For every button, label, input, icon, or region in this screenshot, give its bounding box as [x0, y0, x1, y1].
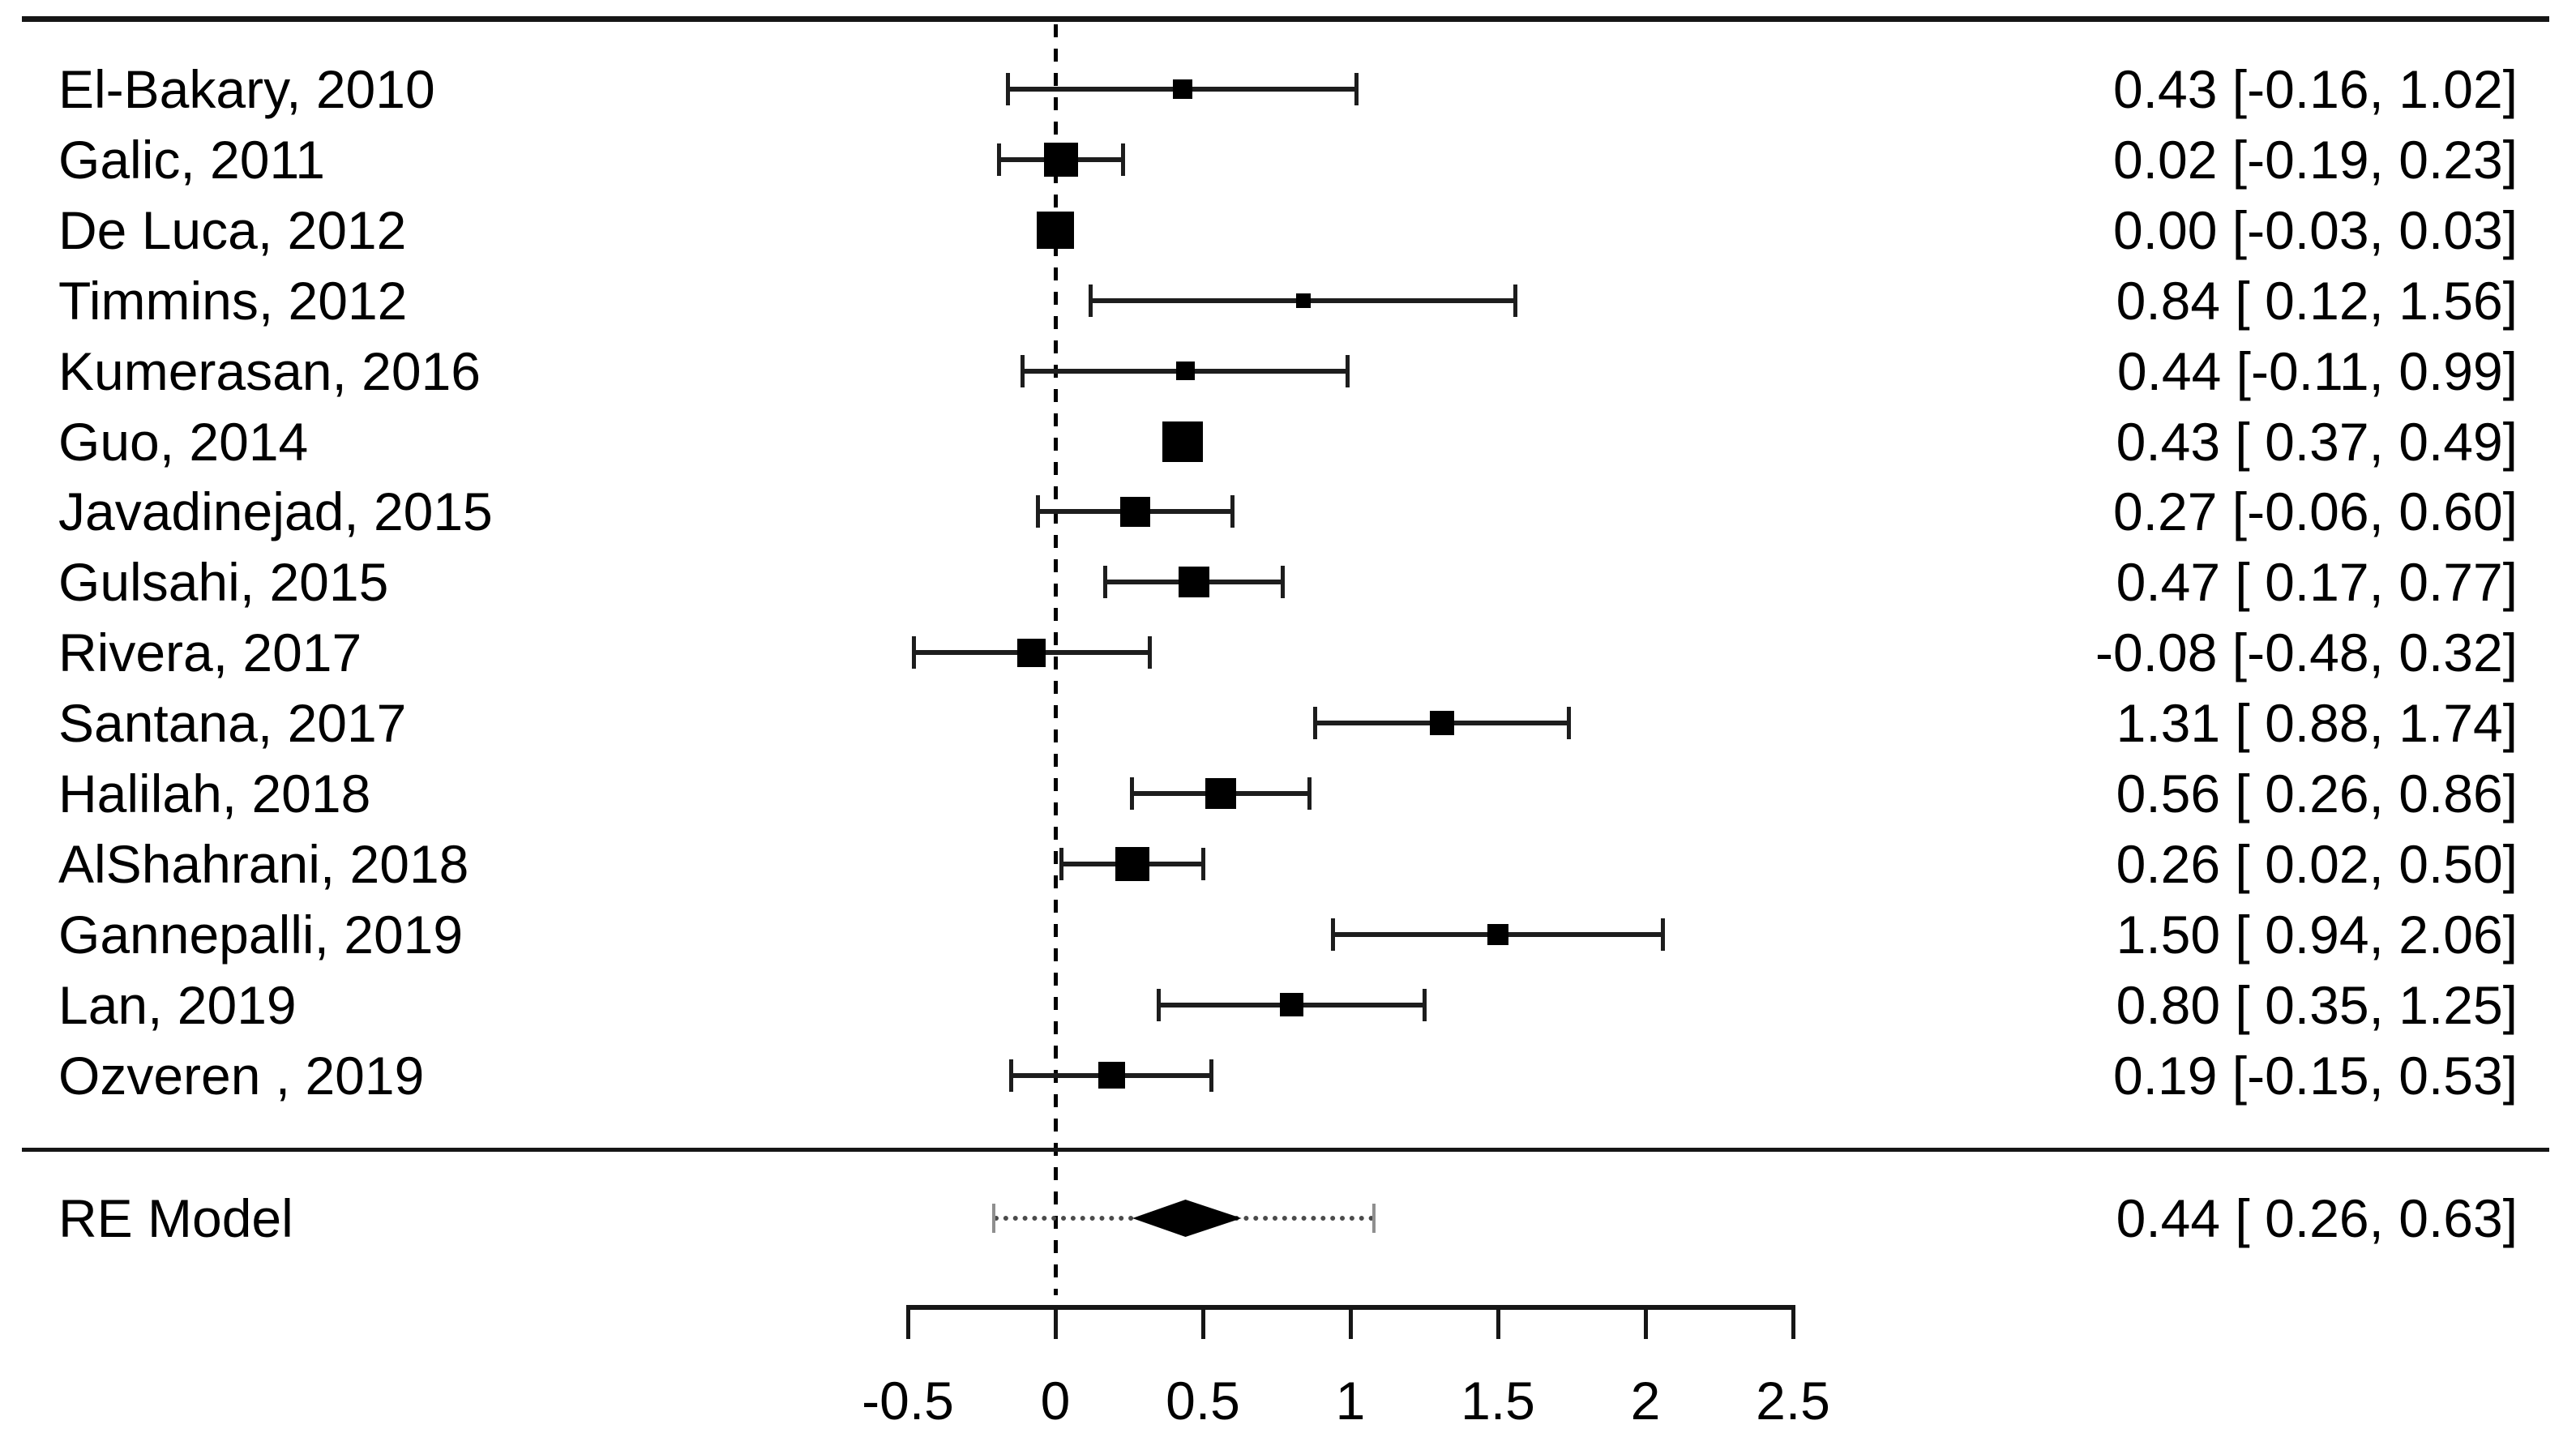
study-label: Javadinejad, 2015 — [58, 481, 493, 542]
axis-tick-label: 1.5 — [1461, 1371, 1535, 1431]
effect-box — [1179, 567, 1210, 598]
study-value: 0.00 [-0.03, 0.03] — [2112, 199, 2518, 260]
study-label: Gannepalli, 2019 — [58, 904, 464, 965]
ci-cap-left — [1089, 284, 1093, 317]
ci-cap-right — [1121, 143, 1126, 176]
zero-reference-line — [1054, 24, 1058, 1295]
effect-box — [1162, 421, 1203, 462]
ci-cap-right — [1147, 636, 1152, 670]
ci-cap-left — [1021, 354, 1025, 387]
ci-cap-left — [1130, 777, 1135, 810]
ci-cap-left — [1156, 988, 1161, 1021]
ci-cap-right — [1230, 495, 1235, 528]
ci-cap-left — [1103, 566, 1108, 599]
effect-box — [1115, 846, 1149, 881]
effect-box — [1044, 142, 1079, 177]
ci-cap-right — [1354, 73, 1359, 105]
ci-cap-left — [911, 636, 916, 670]
ci-cap-left — [1312, 707, 1317, 740]
study-value: 0.02 [-0.19, 0.23] — [2112, 129, 2518, 190]
top-rule — [22, 16, 2549, 22]
effect-box — [1172, 79, 1192, 99]
effect-box — [1119, 496, 1150, 527]
axis-tick — [1791, 1305, 1795, 1339]
effect-box — [1295, 293, 1311, 308]
prediction-interval-cap-left — [991, 1204, 995, 1233]
study-label: AlShahrani, 2018 — [58, 833, 469, 894]
effect-box — [1279, 993, 1303, 1017]
axis-tick — [1643, 1305, 1648, 1339]
effect-box — [1205, 778, 1236, 809]
ci-cap-right — [1513, 284, 1518, 317]
axis-tick — [1496, 1305, 1500, 1339]
study-label: Ozveren , 2019 — [58, 1045, 425, 1106]
study-label: Kumerasan, 2016 — [58, 340, 481, 401]
study-label: El-Bakary, 2010 — [58, 59, 435, 119]
axis-tick-label: 2 — [1630, 1371, 1661, 1431]
effect-box — [1487, 923, 1508, 945]
prediction-interval-cap-right — [1372, 1204, 1376, 1233]
effect-box — [1017, 638, 1046, 667]
study-value: 0.19 [-0.15, 0.53] — [2112, 1045, 2518, 1106]
study-value: 0.56 [ 0.26, 0.86] — [2116, 764, 2518, 824]
study-value: 0.44 [-0.11, 0.99] — [2116, 340, 2518, 401]
ci-cap-right — [1345, 354, 1350, 387]
study-value: 0.26 [ 0.02, 0.50] — [2116, 833, 2518, 894]
study-value: 0.84 [ 0.12, 1.56] — [2116, 270, 2518, 331]
ci-cap-right — [1566, 707, 1571, 740]
axis-tick — [905, 1305, 910, 1339]
study-label: Timmins, 2012 — [58, 270, 408, 331]
axis-tick-label: 0.5 — [1166, 1371, 1240, 1431]
study-value: 0.80 [ 0.35, 1.25] — [2116, 974, 2518, 1035]
effect-box — [1037, 211, 1074, 249]
ci-cap-left — [1059, 847, 1063, 880]
ci-cap-right — [1307, 777, 1312, 810]
study-value: 0.27 [-0.06, 0.60] — [2112, 481, 2518, 542]
axis-tick — [1348, 1305, 1353, 1339]
study-label: Rivera, 2017 — [58, 622, 362, 683]
study-label: Gulsahi, 2015 — [58, 552, 389, 613]
axis-tick-label: 0 — [1040, 1371, 1071, 1431]
ci-cap-right — [1422, 988, 1427, 1021]
ci-cap-left — [1035, 495, 1040, 528]
summary-diamond — [1132, 1200, 1242, 1237]
study-label: Lan, 2019 — [58, 974, 297, 1035]
effect-box — [1175, 362, 1195, 381]
axis-tick-label: 2.5 — [1756, 1371, 1830, 1431]
study-value: -0.08 [-0.48, 0.32] — [2095, 622, 2518, 683]
ci-cap-left — [997, 143, 1002, 176]
ci-cap-left — [1006, 73, 1011, 105]
ci-cap-right — [1661, 918, 1666, 951]
study-value: 1.31 [ 0.88, 1.74] — [2116, 693, 2518, 754]
study-label: Guo, 2014 — [58, 411, 309, 472]
ci-cap-left — [1330, 918, 1335, 951]
ci-cap-right — [1200, 847, 1205, 880]
summary-value: 0.44 [ 0.26, 0.63] — [2116, 1188, 2518, 1248]
axis-tick — [1053, 1305, 1058, 1339]
study-label: Santana, 2017 — [58, 693, 407, 754]
study-value: 1.50 [ 0.94, 2.06] — [2116, 904, 2518, 965]
axis-tick — [1200, 1305, 1205, 1339]
ci-cap-left — [1008, 1059, 1013, 1092]
study-label: Galic, 2011 — [58, 129, 325, 190]
study-label: Halilah, 2018 — [58, 764, 371, 824]
separator-rule — [22, 1148, 2549, 1152]
ci-cap-right — [1280, 566, 1285, 599]
axis-tick-label: -0.5 — [862, 1371, 954, 1431]
study-value: 0.47 [ 0.17, 0.77] — [2116, 552, 2518, 613]
summary-label: RE Model — [58, 1188, 293, 1248]
axis-tick-label: 1 — [1335, 1371, 1366, 1431]
effect-box — [1098, 1062, 1125, 1089]
ci-cap-right — [1209, 1059, 1214, 1092]
study-value: 0.43 [-0.16, 1.02] — [2112, 59, 2518, 119]
effect-box — [1429, 711, 1454, 736]
study-label: De Luca, 2012 — [58, 199, 407, 260]
study-value: 0.43 [ 0.37, 0.49] — [2116, 411, 2518, 472]
